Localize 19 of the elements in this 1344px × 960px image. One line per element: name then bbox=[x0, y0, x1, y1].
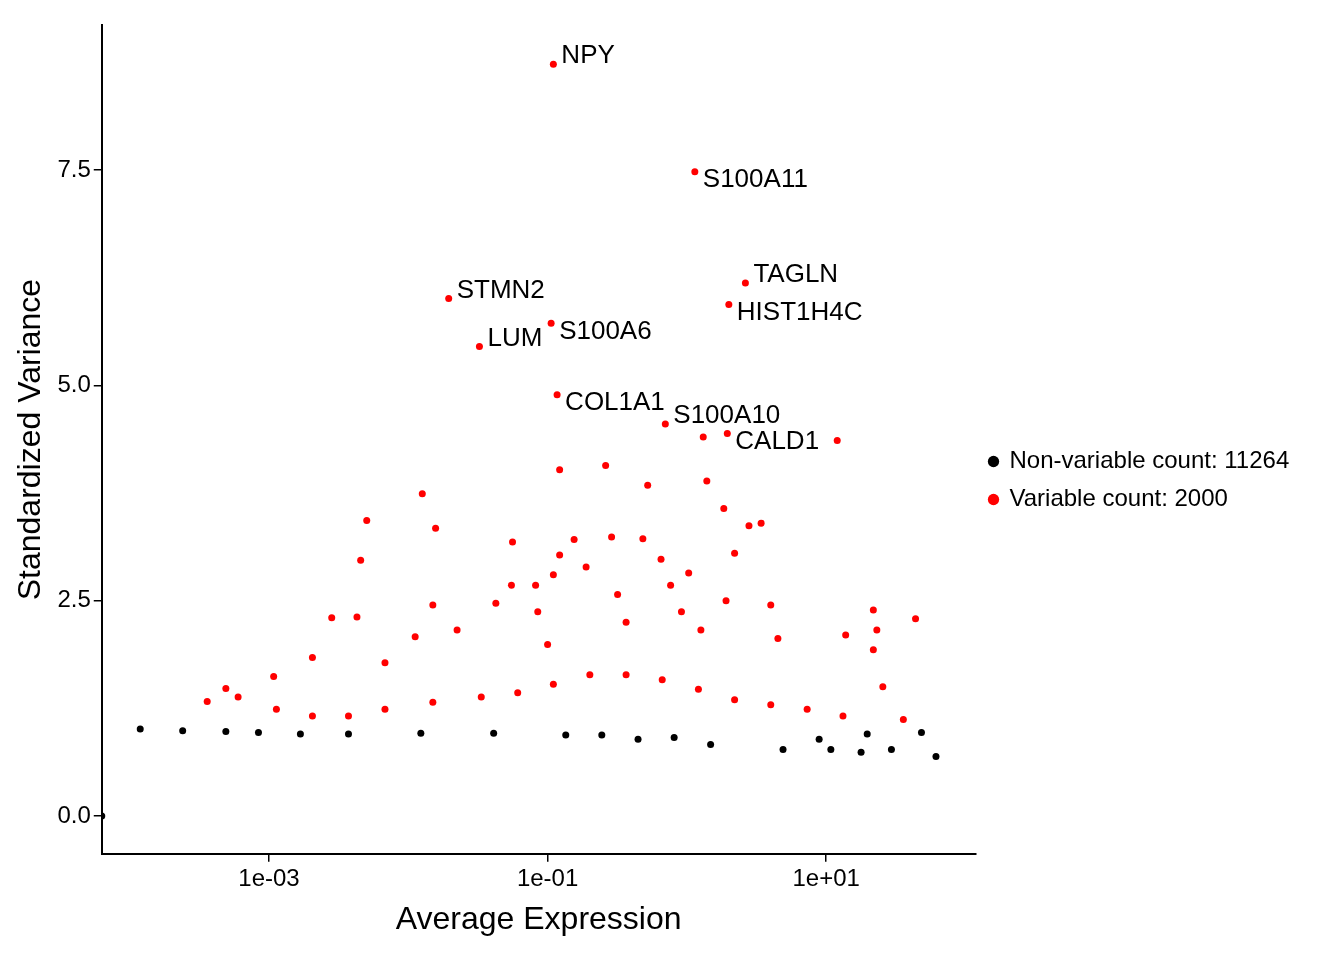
y-tick-label: 5.0 bbox=[57, 369, 91, 397]
y-tick-label: 0.0 bbox=[57, 800, 91, 828]
annotation: TAGLN bbox=[753, 258, 839, 289]
x-tick-label: 1e-03 bbox=[238, 863, 300, 891]
y-tick-label: 2.5 bbox=[57, 585, 91, 613]
y-tick-label: 7.5 bbox=[57, 154, 91, 182]
x-axis-title: Average Expression bbox=[395, 899, 682, 936]
annotation: S100A11 bbox=[702, 162, 808, 193]
annotation: NPY bbox=[561, 39, 615, 70]
annotation: S100A6 bbox=[559, 314, 652, 345]
legend-label: Variable count: 2000 bbox=[1009, 484, 1228, 512]
x-tick-label: 1e-01 bbox=[516, 863, 579, 891]
annotation: COL1A1 bbox=[565, 385, 665, 416]
annotation: LUM bbox=[487, 321, 543, 352]
annotation: STMN2 bbox=[456, 273, 545, 304]
x-tick-label: 1e+01 bbox=[792, 863, 860, 891]
y-axis-title: Standardized Variance bbox=[11, 278, 48, 601]
legend-label: Non-variable count: 11264 bbox=[1009, 446, 1290, 474]
annotation: HIST1H4C bbox=[736, 295, 863, 326]
